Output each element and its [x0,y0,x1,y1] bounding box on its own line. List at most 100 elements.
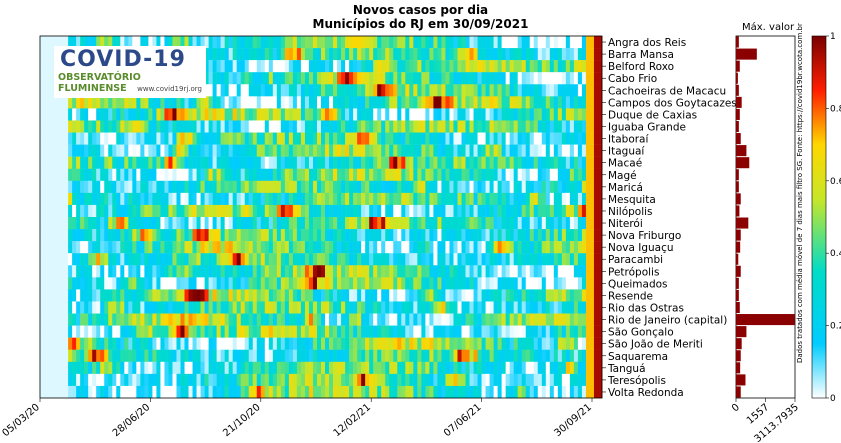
heatmap-cell [429,144,434,157]
heatmap-cell [268,241,274,254]
heatmap-cell [184,108,189,121]
heatmap-cell [473,144,478,157]
heatmap-cell [533,120,539,133]
heatmap-cell [369,373,374,387]
heatmap-cell [521,229,527,242]
heatmap-cell [569,192,575,206]
heatmap-cell [160,385,165,399]
heatmap-cell [44,120,49,133]
heatmap-cell [136,373,141,387]
heatmap-cell [597,156,603,169]
heatmap-cell [385,96,390,109]
heatmap-cell [393,180,398,194]
heatmap-cell [413,361,418,375]
heatmap-cell [256,337,262,350]
heatmap-cell [108,373,113,387]
heatmap-cell [40,192,45,206]
heatmap-cell [577,108,583,121]
heatmap-cell [457,217,462,230]
heatmap-cell [232,120,237,133]
heatmap-cell [417,48,422,61]
heatmap-cell [268,313,274,326]
heatmap-cell [489,265,494,278]
heatmap-cell [585,313,591,326]
heatmap-cell [108,313,113,326]
heatmap-cell [581,385,587,399]
heatmap-cell [248,96,254,109]
heatmap-cell [477,385,482,399]
heatmap-cell [280,277,286,290]
heatmap-cell [341,337,346,350]
heatmap-cell [489,289,494,302]
heatmap-cell [321,132,326,145]
heatmap-cell [124,301,129,314]
heatmap-cell [373,265,378,278]
heatmap-cell [501,72,506,85]
heatmap-cell [132,373,137,387]
heatmap-cell [48,108,53,121]
heatmap-cell [369,60,374,73]
heatmap-cell [589,84,595,97]
heatmap-cell [377,192,382,206]
heatmap-cell [481,373,486,387]
heatmap-cell [461,204,466,218]
heatmap-cell [76,96,81,109]
heatmap-cell [597,108,603,121]
heatmap-cell [509,373,514,387]
heatmap-cell [256,349,262,362]
heatmap-cell [56,277,61,290]
heatmap-cell [545,132,551,145]
heatmap-cell [80,301,85,314]
heatmap-cell [208,361,213,375]
heatmap-cell [421,337,426,350]
heatmap-cell [461,301,466,314]
heatmap-cell [369,48,374,61]
heatmap-cell [409,108,414,121]
heatmap-cell [409,241,414,254]
heatmap-cell [248,144,254,157]
heatmap-cell [573,217,579,230]
heatmap-cell [272,132,278,145]
heatmap-cell [140,337,145,350]
heatmap-cell [84,132,89,145]
heatmap-cell [517,72,523,85]
heatmap-cell [108,289,113,302]
heatmap-cell [208,301,213,314]
heatmap-cell [357,72,362,85]
heatmap-cell [140,313,145,326]
heatmap-cell [56,337,61,350]
heatmap-cell [160,253,165,266]
heatmap-cell [212,72,217,85]
heatmap-cell [365,373,370,387]
heatmap-cell [421,289,426,302]
heatmap-cell [537,385,543,399]
heatmap-cell [252,204,258,218]
heatmap-cell [204,337,209,350]
heatmap-cell [561,301,567,314]
heatmap-cell [449,373,454,387]
heatmap-cell [405,36,410,49]
heatmap-cell [577,96,583,109]
heatmap-cell [517,385,523,399]
heatmap-cell [341,108,346,121]
heatmap-cell [541,289,547,302]
heatmap-cell [164,144,169,157]
heatmap-cell [228,265,233,278]
heatmap-cell [469,265,474,278]
heatmap-cell [533,241,539,254]
heatmap-cell [284,301,290,314]
heatmap-cell [577,144,583,157]
heatmap-cell [128,241,133,254]
heatmap-cell [204,132,209,145]
heatmap-cell [349,229,354,242]
heatmap-cell [244,277,250,290]
heatmap-cell [409,313,414,326]
heatmap-cell [208,253,213,266]
heatmap-cell [437,229,442,242]
heatmap-cell [373,156,378,169]
heatmap-cell [513,180,518,194]
heatmap-cell [144,373,149,387]
heatmap-cell [341,277,346,290]
heatmap-cell [176,289,181,302]
heatmap-cell [501,265,506,278]
